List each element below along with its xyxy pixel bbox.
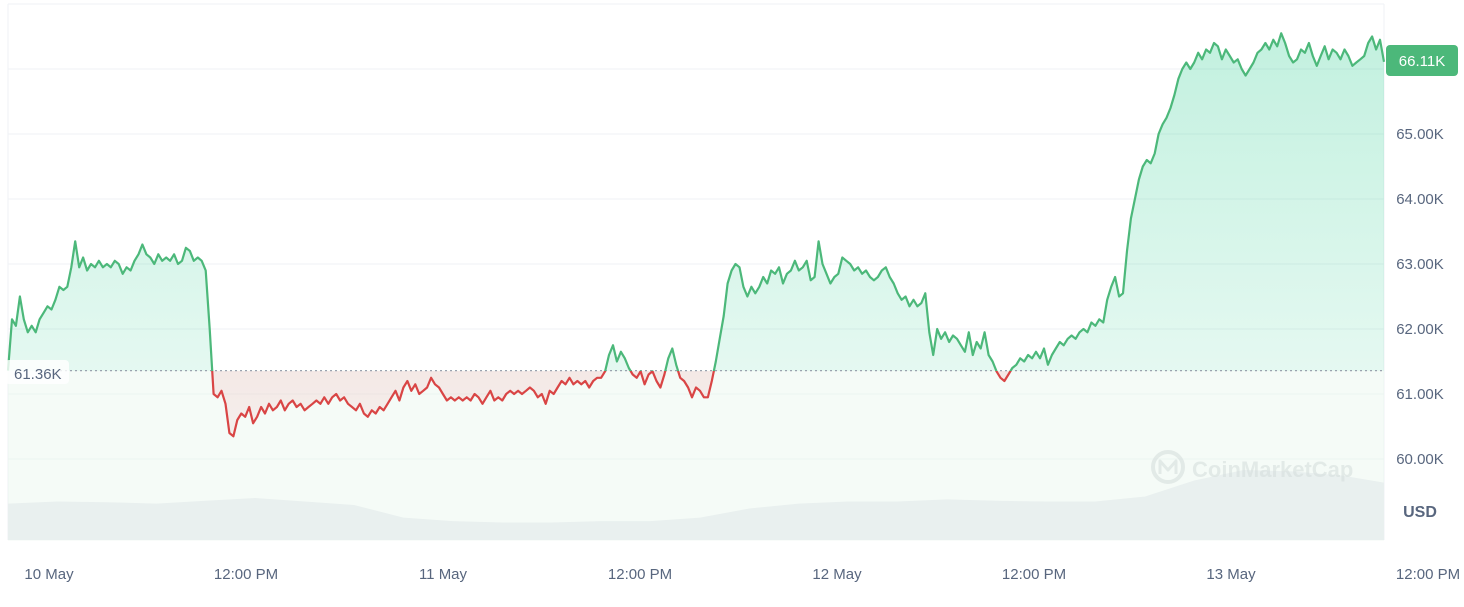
baseline-label-text: 61.36K [14,366,62,383]
y-tick-label-3: 63.00K [1396,256,1444,273]
y-axis: 60.00K 61.00K 62.00K 63.00K 64.00K 65.00K [1396,126,1444,468]
area-above-baseline [8,33,1384,371]
coinmarketcap-logo-icon [1151,450,1185,484]
x-tick-label-3: 12:00 PM [608,566,672,583]
x-tick-label-6: 13 May [1206,566,1256,583]
current-price-badge: 66.11K [1386,45,1458,76]
y-tick-label-1: 61.00K [1396,386,1444,403]
volume-area [8,470,1384,540]
x-tick-label-1: 12:00 PM [214,566,278,583]
x-axis: 10 May 12:00 PM 11 May 12:00 PM 12 May 12:00 … [24,566,1460,583]
x-tick-label-2: 11 May [419,566,468,583]
x-tick-label-7: 12:00 PM [1396,566,1460,583]
area-lower-tint [8,370,1384,541]
price-line [6,32,1386,438]
x-tick-label-0: 10 May [24,566,74,583]
area-below-baseline [212,371,1011,437]
x-tick-label-5: 12:00 PM [1002,566,1066,583]
currency-label: USD [1403,504,1437,521]
watermark-text: CoinMarketCap [1192,457,1353,482]
price-line-down [211,371,1012,438]
volume-bars [8,470,1384,540]
price-line-up [6,32,1386,371]
current-price-label: 66.11K [1399,53,1445,70]
y-tick-label-4: 64.00K [1396,191,1444,208]
y-tick-label-5: 65.00K [1396,126,1444,143]
watermark: CoinMarketCap [1151,450,1353,484]
price-area [8,33,1384,541]
y-tick-label-0: 60.00K [1396,451,1444,468]
baseline-label: 61.36K [5,360,69,384]
y-tick-label-2: 62.00K [1396,321,1444,338]
x-tick-label-4: 12 May [812,566,862,583]
